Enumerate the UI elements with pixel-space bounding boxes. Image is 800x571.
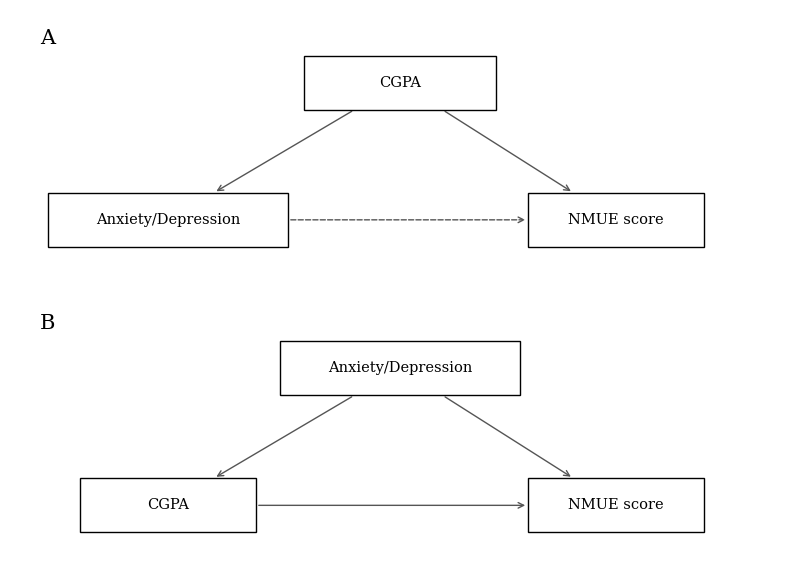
FancyBboxPatch shape xyxy=(280,341,520,395)
Text: CGPA: CGPA xyxy=(147,498,189,512)
FancyBboxPatch shape xyxy=(528,193,704,247)
Text: Anxiety/Depression: Anxiety/Depression xyxy=(96,213,240,227)
FancyBboxPatch shape xyxy=(304,56,496,110)
FancyBboxPatch shape xyxy=(528,478,704,532)
Text: A: A xyxy=(40,29,55,47)
Text: NMUE score: NMUE score xyxy=(568,213,664,227)
Text: CGPA: CGPA xyxy=(379,76,421,90)
Text: B: B xyxy=(40,314,55,333)
FancyBboxPatch shape xyxy=(48,193,288,247)
Text: NMUE score: NMUE score xyxy=(568,498,664,512)
FancyBboxPatch shape xyxy=(80,478,256,532)
Text: Anxiety/Depression: Anxiety/Depression xyxy=(328,361,472,375)
